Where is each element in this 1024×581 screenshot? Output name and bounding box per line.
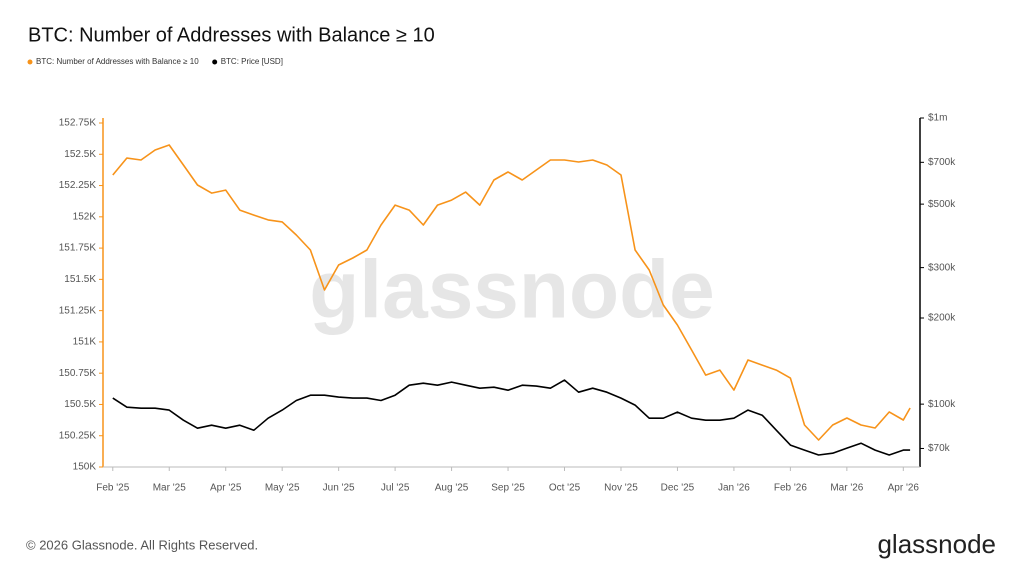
y-tick-label: 152.5K: [64, 149, 96, 160]
y-tick-label: 150.25K: [59, 430, 97, 441]
x-tick-label: Jan '26: [718, 483, 750, 494]
x-tick-label: Nov '25: [604, 483, 638, 494]
y2-tick-label: $70k: [928, 443, 951, 454]
legend-label: BTC: Price [USD]: [221, 57, 283, 66]
legend-label: BTC: Number of Addresses with Balance ≥ …: [36, 57, 199, 66]
y-tick-label: 152.25K: [59, 180, 97, 191]
y-tick-label: 151.75K: [59, 243, 97, 254]
x-tick-label: Jun '25: [323, 483, 355, 494]
x-tick-label: Aug '25: [435, 483, 469, 494]
chart-title: BTC: Number of Addresses with Balance ≥ …: [28, 24, 435, 46]
y2-tick-label: $1m: [928, 113, 947, 124]
y-tick-label: 150.75K: [59, 368, 97, 379]
y-tick-label: 151.25K: [59, 305, 97, 316]
legend-marker: [212, 59, 218, 65]
x-tick-label: Jul '25: [381, 483, 410, 494]
y2-tick-label: $300k: [928, 262, 956, 273]
x-tick-label: Oct '25: [549, 483, 581, 494]
series-line: [112, 144, 911, 441]
y-tick-label: 152K: [73, 211, 97, 222]
y2-tick-label: $200k: [928, 313, 956, 324]
x-tick-label: Mar '26: [830, 483, 863, 494]
x-tick-label: May '25: [265, 483, 300, 494]
y-tick-label: 150K: [73, 462, 97, 473]
copyright: © 2026 Glassnode. All Rights Reserved.: [26, 537, 258, 552]
x-tick-label: Sep '25: [491, 483, 525, 494]
x-tick-label: Feb '26: [774, 483, 807, 494]
x-tick-label: Mar '25: [153, 483, 186, 494]
y2-tick-label: $100k: [928, 399, 956, 410]
legend-marker: [27, 59, 33, 65]
y2-tick-label: $700k: [928, 157, 956, 168]
y2-tick-label: $500k: [928, 199, 956, 210]
y-tick-label: 151.5K: [64, 274, 96, 285]
x-tick-label: Apr '25: [210, 483, 242, 494]
watermark: glassnode: [309, 245, 715, 336]
logo: glassnode: [877, 529, 996, 559]
y-tick-label: 150.5K: [64, 399, 96, 410]
y-tick-label: 152.75K: [59, 118, 97, 129]
x-tick-label: Feb '25: [96, 483, 129, 494]
x-tick-label: Apr '26: [888, 483, 920, 494]
x-tick-label: Dec '25: [661, 483, 695, 494]
y-tick-label: 151K: [73, 337, 97, 348]
series-line: [112, 379, 911, 456]
